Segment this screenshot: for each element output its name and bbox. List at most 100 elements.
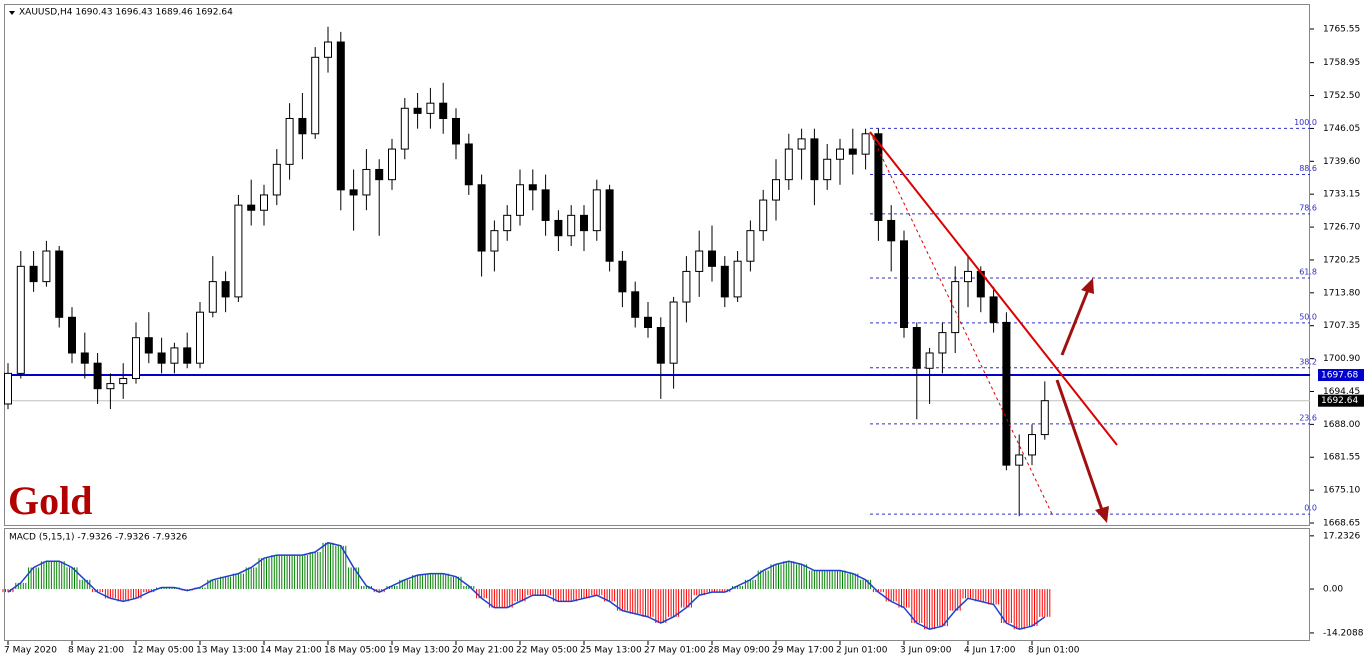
- x-tick-label: 28 May 09:00: [708, 646, 770, 656]
- hline-label-box: [1318, 369, 1364, 382]
- macd-tick-label: -14.2088: [1323, 628, 1364, 638]
- macd-tick-label: 0.00: [1323, 585, 1343, 595]
- y-tick-label: 1713.80: [1323, 288, 1360, 298]
- candle-body: [106, 383, 115, 390]
- y-tick-label: 1700.90: [1323, 354, 1360, 364]
- candle-body: [887, 219, 896, 242]
- candle-body: [631, 291, 640, 318]
- candle-body: [784, 148, 793, 181]
- candle-body: [298, 117, 307, 135]
- arrow-down: [1055, 379, 1104, 511]
- arrow-up: [1060, 289, 1090, 356]
- hline-label: 1697.68: [1321, 371, 1358, 381]
- y-tick-label: 1694.45: [1323, 387, 1360, 397]
- candle-body: [413, 107, 422, 114]
- candle-body: [157, 352, 166, 364]
- candle-body: [823, 158, 832, 181]
- x-tick-label: 4 Jun 17:00: [964, 646, 1016, 656]
- candle-body: [605, 189, 614, 262]
- y-tick-label: 1733.15: [1323, 190, 1360, 200]
- candle-body: [452, 117, 460, 145]
- fib-label: 0.0: [1304, 504, 1317, 513]
- candle-body: [682, 270, 691, 303]
- candle-body: [989, 296, 998, 323]
- candle-body: [324, 41, 332, 58]
- candle-body: [964, 270, 972, 283]
- menu-icon: [9, 11, 15, 15]
- candle-body: [375, 168, 384, 181]
- candle-body: [810, 138, 819, 181]
- candle-body: [1028, 434, 1036, 456]
- candle-body: [464, 143, 473, 186]
- x-tick-label: 18 May 05:00: [324, 646, 386, 656]
- trend-line: [869, 131, 1118, 446]
- candle-body: [439, 102, 448, 119]
- candle-body: [362, 168, 371, 196]
- arrow-up-head: [1081, 278, 1094, 294]
- x-tick-label: 22 May 05:00: [516, 646, 578, 656]
- symbol-header: XAUUSD,H4 1690.43 1696.43 1689.46 1692.6…: [19, 8, 233, 18]
- candle-body: [490, 230, 499, 252]
- candle-body: [29, 265, 38, 283]
- candle-body: [720, 265, 729, 298]
- candle-body: [311, 56, 320, 135]
- candle-body: [836, 148, 844, 160]
- candle-body: [260, 194, 268, 211]
- main-frame: [4, 4, 1310, 526]
- candle-body: [797, 138, 806, 150]
- plot: 1765.55 1758.95 1752.50 1746.05 1739.60 1733.…: [2, 25, 1364, 656]
- candle-body: [183, 347, 192, 364]
- candle-body: [144, 337, 153, 354]
- candle-body: [221, 281, 230, 298]
- macd-frame: [4, 528, 1310, 641]
- candle-body: [1002, 321, 1011, 466]
- last-price-label: 1692.64: [1321, 396, 1358, 406]
- x-tick-label: 8 May 21:00: [68, 646, 124, 656]
- x-tick-label: 3 Jun 09:00: [900, 646, 952, 656]
- candle-body: [951, 281, 960, 334]
- arrow-down-head: [1095, 506, 1109, 523]
- candle-body: [208, 281, 217, 313]
- macd-signal: [7, 541, 1046, 630]
- fib-label: 88.6: [1299, 164, 1317, 173]
- macd-tick-label: 17.2326: [1323, 531, 1360, 541]
- candle-body: [759, 199, 768, 232]
- candle-body: [618, 260, 627, 293]
- candle-body: [528, 184, 537, 191]
- y-tick-label: 1746.05: [1323, 124, 1360, 134]
- gold-label: Gold: [8, 478, 92, 523]
- candle-body: [1015, 454, 1024, 466]
- candle-body: [388, 148, 396, 181]
- candle-body: [925, 352, 934, 369]
- candle-body: [93, 362, 102, 390]
- y-tick-label: 1668.65: [1323, 519, 1360, 529]
- candle-body: [285, 117, 294, 165]
- x-tick-label: 25 May 13:00: [580, 646, 642, 656]
- candle-body: [4, 372, 12, 405]
- macd-header: MACD (5,15,1) -7.9326 -7.9326 -7.9326: [9, 533, 188, 543]
- x-tick-label: 12 May 05:00: [132, 646, 194, 656]
- candle-body: [708, 250, 716, 267]
- candle-body: [669, 301, 678, 364]
- candle-body: [80, 352, 89, 364]
- candle-body: [119, 377, 128, 385]
- candle-body: [196, 311, 204, 364]
- fib-diagonal: [869, 131, 1053, 515]
- fib-label: 23.6: [1299, 413, 1317, 422]
- candle-body: [234, 204, 243, 298]
- candle-body: [1040, 400, 1049, 436]
- x-tick-label: 14 May 21:00: [260, 646, 322, 656]
- candle-body: [477, 184, 486, 252]
- candle-body: [644, 316, 652, 329]
- drawings: [869, 131, 1118, 523]
- candle-body: [861, 133, 870, 155]
- candle-body: [272, 163, 281, 196]
- y-tick-label: 1739.60: [1323, 157, 1360, 167]
- candle-body: [554, 219, 563, 237]
- candle-body: [592, 189, 601, 232]
- candle-body: [426, 102, 435, 114]
- candle-body: [656, 327, 665, 364]
- x-tick-label: 7 May 2020: [4, 646, 57, 656]
- candle-body: [503, 214, 512, 232]
- candle-body: [746, 230, 755, 262]
